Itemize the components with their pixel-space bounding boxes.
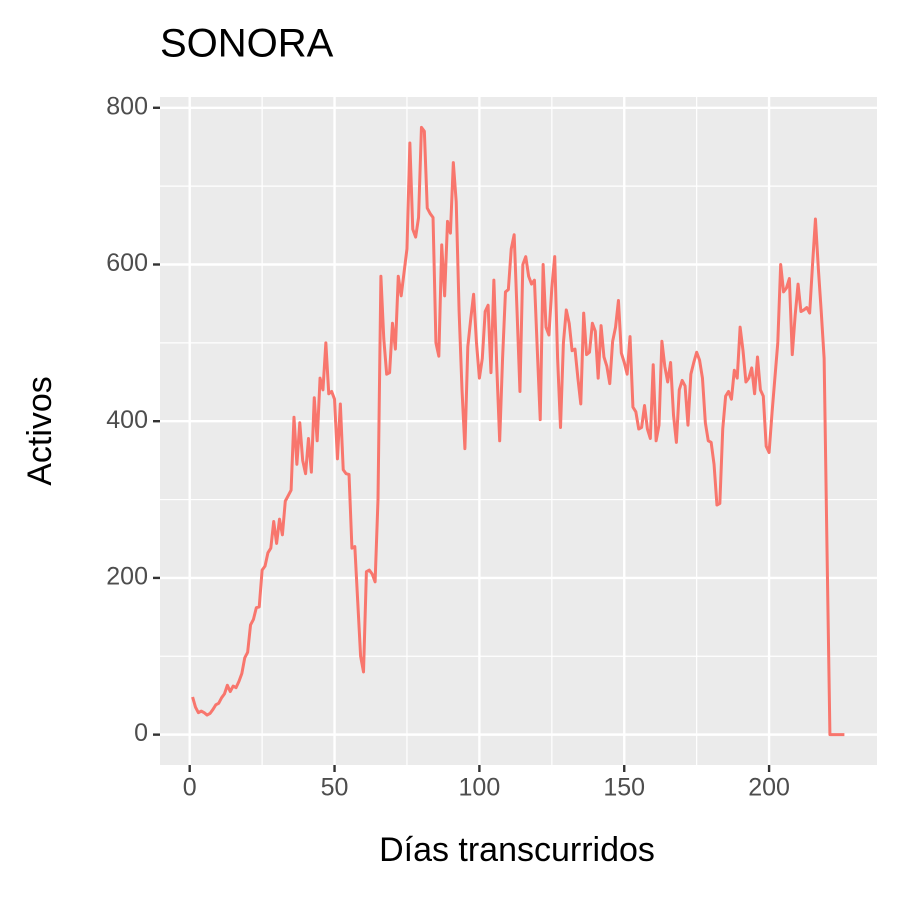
- y-tick-label: 600: [106, 249, 148, 277]
- y-tick-label: 0: [134, 719, 148, 747]
- y-tick-label: 400: [106, 406, 148, 434]
- y-axis-label: Activos: [21, 376, 59, 486]
- x-tick-label: 100: [459, 774, 501, 802]
- x-tick-label: 50: [321, 774, 349, 802]
- chart-title: SONORA: [160, 22, 334, 66]
- x-tick-label: 0: [183, 774, 197, 802]
- x-tick-label: 200: [748, 774, 790, 802]
- data-line: [191, 125, 845, 737]
- x-axis-label: Días transcurridos: [379, 831, 655, 869]
- panel: [160, 97, 877, 765]
- y-tick-label: 200: [106, 563, 148, 591]
- y-tick-label: 800: [106, 92, 148, 120]
- x-tick-label: 150: [603, 774, 645, 802]
- grid: [160, 97, 877, 765]
- marks: [191, 125, 845, 737]
